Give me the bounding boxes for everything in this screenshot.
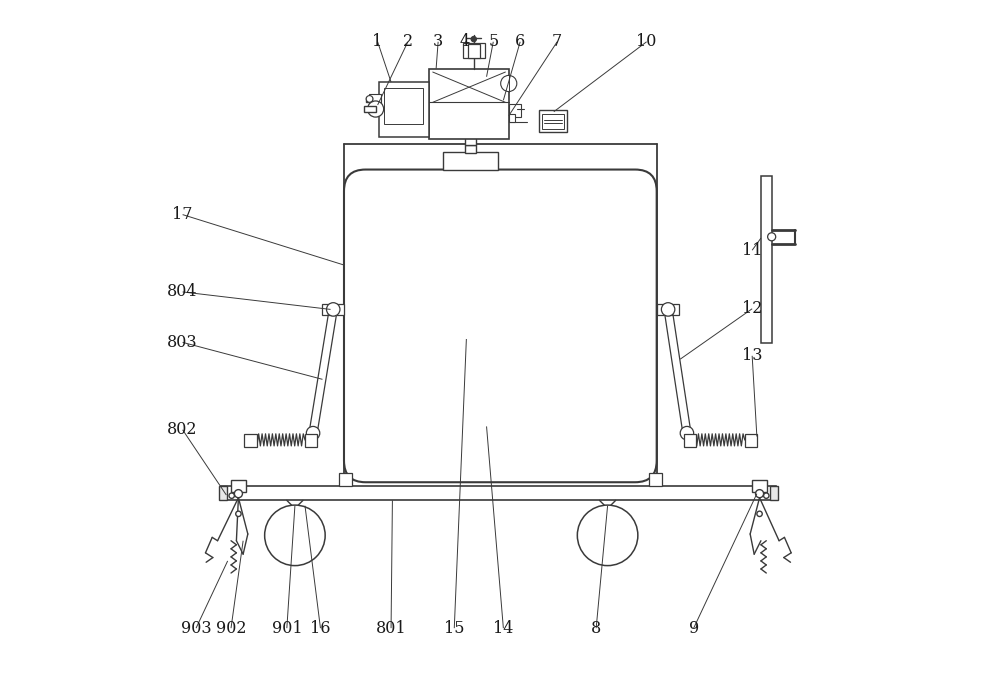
Bar	[684, 434, 696, 447]
Bar	[745, 434, 757, 447]
Bar	[305, 434, 317, 447]
Bar	[465, 137, 476, 145]
Text: 1: 1	[372, 33, 383, 50]
Text: 17: 17	[172, 206, 193, 223]
Text: 9: 9	[689, 620, 699, 637]
Text: 8: 8	[591, 620, 601, 637]
Bar	[657, 304, 679, 315]
Bar	[443, 152, 498, 170]
Text: 14: 14	[493, 620, 514, 637]
Text: 902: 902	[216, 620, 246, 637]
Circle shape	[327, 302, 340, 316]
Text: 11: 11	[742, 242, 762, 259]
Text: 5: 5	[488, 33, 498, 50]
Bar	[539, 111, 567, 132]
Circle shape	[757, 511, 762, 517]
Text: 7: 7	[552, 33, 562, 50]
Text: 10: 10	[636, 33, 657, 50]
Circle shape	[236, 511, 241, 517]
Bar	[429, 68, 509, 139]
Text: 12: 12	[742, 300, 762, 317]
Circle shape	[471, 37, 476, 42]
Circle shape	[328, 304, 339, 315]
Text: 13: 13	[742, 347, 762, 364]
Circle shape	[234, 490, 242, 498]
Text: 2: 2	[403, 33, 413, 50]
Circle shape	[229, 493, 234, 498]
Text: 16: 16	[310, 620, 331, 637]
Bar	[463, 43, 485, 58]
Circle shape	[306, 426, 320, 440]
Circle shape	[265, 505, 325, 565]
Bar	[231, 480, 246, 492]
Circle shape	[768, 233, 776, 241]
Text: 6: 6	[515, 33, 525, 50]
FancyBboxPatch shape	[344, 170, 657, 482]
Bar	[465, 145, 476, 153]
Circle shape	[764, 493, 769, 498]
Circle shape	[663, 304, 673, 315]
Text: 4: 4	[460, 33, 470, 50]
Circle shape	[577, 505, 638, 565]
Text: 3: 3	[433, 33, 443, 50]
Bar	[509, 114, 515, 122]
Bar	[379, 82, 429, 137]
Bar	[542, 114, 564, 129]
Bar	[364, 106, 376, 112]
Bar	[366, 97, 372, 102]
Circle shape	[366, 96, 373, 102]
Text: 801: 801	[376, 620, 406, 637]
Bar	[369, 94, 381, 104]
Text: 903: 903	[181, 620, 211, 637]
Bar	[770, 485, 778, 500]
Bar	[339, 473, 352, 485]
Bar	[219, 485, 227, 500]
Bar	[322, 304, 344, 315]
Bar	[221, 485, 776, 500]
Bar	[509, 104, 521, 117]
Text: 15: 15	[444, 620, 465, 637]
Bar	[244, 434, 257, 447]
Circle shape	[368, 101, 384, 117]
Circle shape	[501, 75, 517, 92]
Text: 802: 802	[167, 421, 198, 438]
Bar	[649, 473, 662, 485]
Text: 804: 804	[167, 283, 198, 300]
Text: 803: 803	[167, 334, 198, 351]
Bar	[384, 87, 423, 125]
Circle shape	[680, 426, 694, 440]
Circle shape	[756, 490, 764, 498]
Circle shape	[661, 302, 675, 316]
Bar	[468, 45, 480, 58]
Bar	[761, 176, 772, 343]
Text: 901: 901	[272, 620, 302, 637]
Bar	[752, 480, 767, 492]
